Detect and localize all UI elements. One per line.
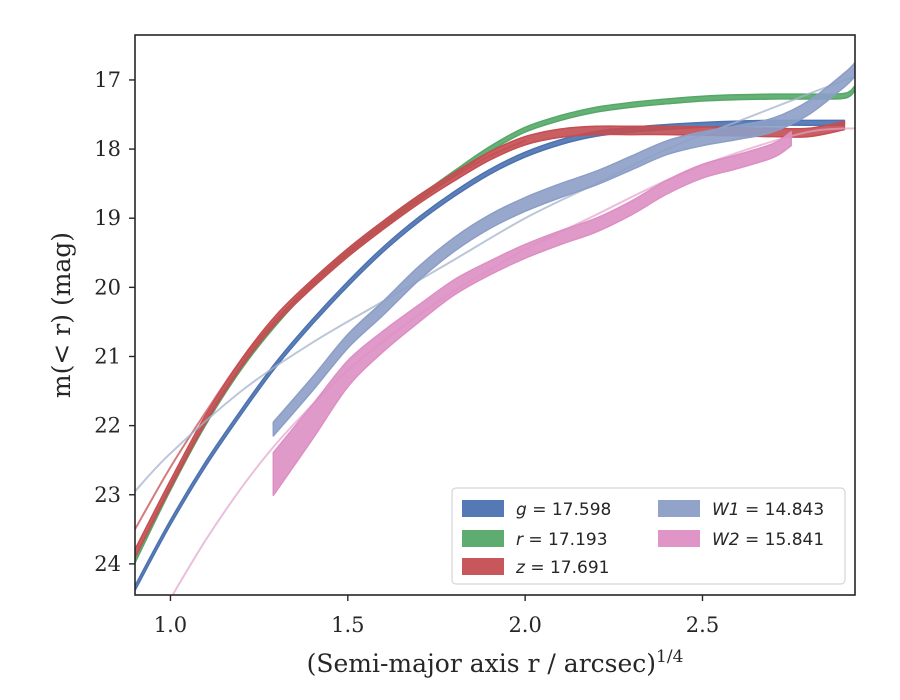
- legend-swatch-W2: [658, 530, 700, 547]
- legend-label-r: r = 17.193: [516, 530, 608, 550]
- series-z-thin-line: [135, 139, 527, 531]
- x-tick-label: 2.0: [508, 613, 541, 637]
- series-z-band: [135, 120, 846, 559]
- legend-swatch-r: [462, 530, 504, 547]
- legend-label-W2: W2 = 15.841: [712, 530, 824, 550]
- legend-label-z: z = 17.691: [515, 558, 609, 578]
- x-tick-label: 2.5: [686, 613, 719, 637]
- series-layer: [135, 61, 855, 595]
- legend: g = 17.598 r = 17.193 z = 17.691 W1 = 14.84…: [451, 487, 846, 585]
- y-tick-label: 20: [94, 275, 121, 299]
- legend-label-g: g = 17.598: [516, 500, 611, 520]
- y-tick-label: 22: [94, 414, 121, 438]
- x-tick-label: 1.5: [331, 613, 364, 637]
- x-tick-label: 1.0: [154, 613, 187, 637]
- series-W2-band: [272, 131, 792, 497]
- y-tick-label: 21: [94, 344, 121, 368]
- plot-frame: [134, 34, 856, 596]
- series-W1-thin-line: [135, 75, 855, 493]
- y-tick-label: 18: [94, 137, 121, 161]
- legend-swatch-W1: [658, 500, 700, 517]
- y-tick-label: 19: [94, 206, 121, 230]
- legend-label-W1: W1 = 14.843: [712, 500, 824, 520]
- legend-swatch-g: [462, 500, 504, 517]
- y-axis-label: m(< r) (mag): [47, 232, 76, 398]
- y-tick-label: 23: [94, 483, 121, 507]
- y-tick-label: 24: [94, 552, 121, 576]
- y-axis: 17 18 19 20 21 22 23 24: [94, 68, 135, 576]
- x-axis: 1.0 1.5 2.0 2.5: [154, 595, 719, 637]
- y-tick-label: 17: [94, 68, 121, 92]
- series-W1-band: [272, 61, 855, 437]
- legend-swatch-z: [462, 558, 504, 575]
- legend-box: [451, 487, 846, 585]
- x-axis-label: (Semi-major axis r / arcsec)1/4: [307, 647, 684, 678]
